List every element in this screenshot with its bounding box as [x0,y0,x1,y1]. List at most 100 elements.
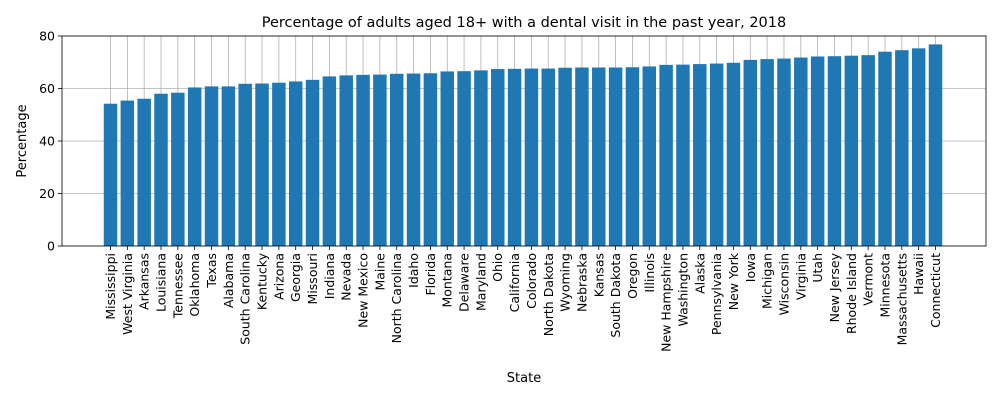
bar [743,59,758,247]
x-tick-label: Florida [423,253,438,296]
x-tick-label: Iowa [743,253,758,282]
bar [322,76,337,246]
x-tick-label: Rhode Island [844,253,859,334]
bar [187,87,202,246]
bar [255,83,269,246]
x-tick-label: West Virginia [120,253,135,335]
x-tick-label: Oklahoma [187,253,202,317]
x-tick-label: Connecticut [928,253,943,328]
bar [642,66,657,246]
x-tick-label: Vermont [861,253,876,306]
bar [423,73,438,247]
bar [238,83,252,247]
x-tick-label: Pennsylvania [709,253,724,335]
x-tick-label: Tennessee [170,253,185,319]
x-tick-label: California [507,253,522,312]
x-tick-label: New Hampshire [659,253,674,352]
bar [120,100,135,246]
x-tick-label: North Dakota [541,253,556,336]
chart-title: Percentage of adults aged 18+ with a den… [262,15,786,31]
x-tick-label: Utah [810,253,825,283]
x-tick-label: Montana [440,253,455,308]
x-tick-label: New Jersey [827,252,842,322]
bar [895,50,909,246]
bar [389,73,404,246]
bar [760,59,774,246]
x-tick-label: Alaska [692,253,707,294]
bar [844,55,859,246]
x-tick-label: South Carolina [238,253,253,345]
x-tick-label: Illinois [642,253,657,293]
bar [878,51,892,246]
y-axis-label: Percentage [15,104,30,177]
bar [777,58,791,247]
x-tick-label: Wyoming [558,253,573,312]
x-tick-label: Mississippi [103,253,118,320]
bar [794,57,808,247]
x-tick-label: Maryland [473,253,488,311]
bars-layer [103,44,943,247]
x-axis-label: State [507,371,541,386]
x-tick-label: Kentucky [255,252,270,310]
y-tick-label: 80 [39,29,55,44]
bar [709,63,724,246]
bar [474,70,488,246]
x-tick-label: Kansas [591,253,606,297]
bar [625,67,640,246]
bar [507,68,522,246]
x-tick-label: Ohio [490,253,505,282]
x-tick-label: South Dakota [608,253,623,338]
x-tick-label: New Mexico [356,253,371,328]
bar [558,67,572,246]
bar [575,67,589,246]
bar [440,71,454,246]
x-tick-label: Missouri [305,253,320,304]
bar [659,64,673,246]
bar [356,74,370,246]
bar [861,55,875,246]
x-tick-label: Texas [204,253,219,289]
y-axis: 0 20 40 60 80 [39,29,62,254]
x-tick-label: Massachusetts [894,253,909,345]
bar [221,86,236,247]
bar [154,93,168,246]
x-tick-label: Oregon [625,253,640,299]
bar [204,86,219,247]
y-tick-label: 20 [39,186,55,201]
bar [339,75,353,246]
x-axis: Mississippi West Virginia Arkansas Louisian… [103,246,943,352]
bar [524,68,539,246]
x-tick-label: Alabama [221,253,236,308]
bar [693,64,707,247]
x-tick-label: Idaho [406,253,421,288]
x-tick-label: North Carolina [389,253,404,343]
bar [373,74,387,247]
bar [928,44,943,247]
bar [608,67,623,246]
y-tick-label: 40 [39,134,55,149]
y-tick-label: 0 [47,239,55,254]
bar [491,69,505,246]
x-tick-label: Wisconsin [776,253,791,315]
bar [305,79,320,247]
x-tick-label: Maine [372,253,387,291]
x-tick-label: Nevada [339,253,354,301]
bar [406,73,421,246]
x-tick-label: Colorado [524,253,539,309]
bar [171,92,185,246]
x-tick-label: Indiana [322,253,337,299]
x-tick-label: Nebraska [574,253,589,312]
x-tick-label: Hawaii [911,253,926,295]
y-tick-label: 60 [39,81,55,96]
x-tick-label: New York [726,252,741,310]
plot-frame [61,35,987,247]
x-tick-label: Arizona [271,253,286,300]
bar [103,103,118,246]
bar [457,71,471,246]
x-tick-label: Virginia [793,253,808,300]
bar [810,56,825,246]
x-tick-label: Minnesota [877,253,892,318]
x-tick-label: Michigan [760,253,775,309]
x-tick-label: Louisiana [154,253,169,312]
